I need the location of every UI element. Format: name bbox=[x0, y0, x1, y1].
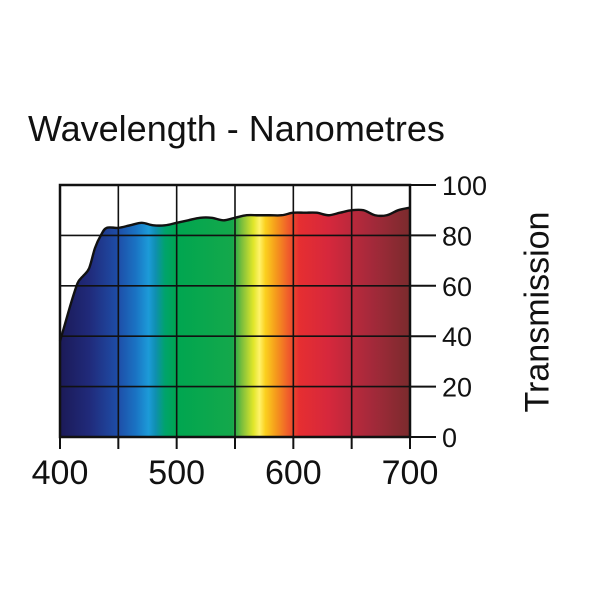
y-tick-label: 20 bbox=[442, 373, 472, 403]
grid-layer bbox=[60, 185, 410, 437]
x-tick-label: 500 bbox=[148, 454, 205, 492]
x-tick-label: 600 bbox=[265, 454, 322, 492]
transmission-line bbox=[58, 206, 411, 342]
x-tick-label: 700 bbox=[382, 454, 439, 492]
y-axis-label: Transmission bbox=[518, 211, 557, 413]
x-tick-label: 400 bbox=[32, 454, 89, 492]
y-tick-label: 60 bbox=[442, 272, 472, 302]
ticks-layer bbox=[59, 184, 436, 449]
y-tick-label: 80 bbox=[442, 221, 472, 251]
y-tick-label: 0 bbox=[442, 423, 457, 453]
chart-title: Wavelength - Nanometres bbox=[28, 108, 445, 149]
curve-layer bbox=[58, 206, 411, 342]
y-tick-label: 40 bbox=[442, 322, 472, 352]
y-tick-label: 100 bbox=[442, 171, 487, 201]
